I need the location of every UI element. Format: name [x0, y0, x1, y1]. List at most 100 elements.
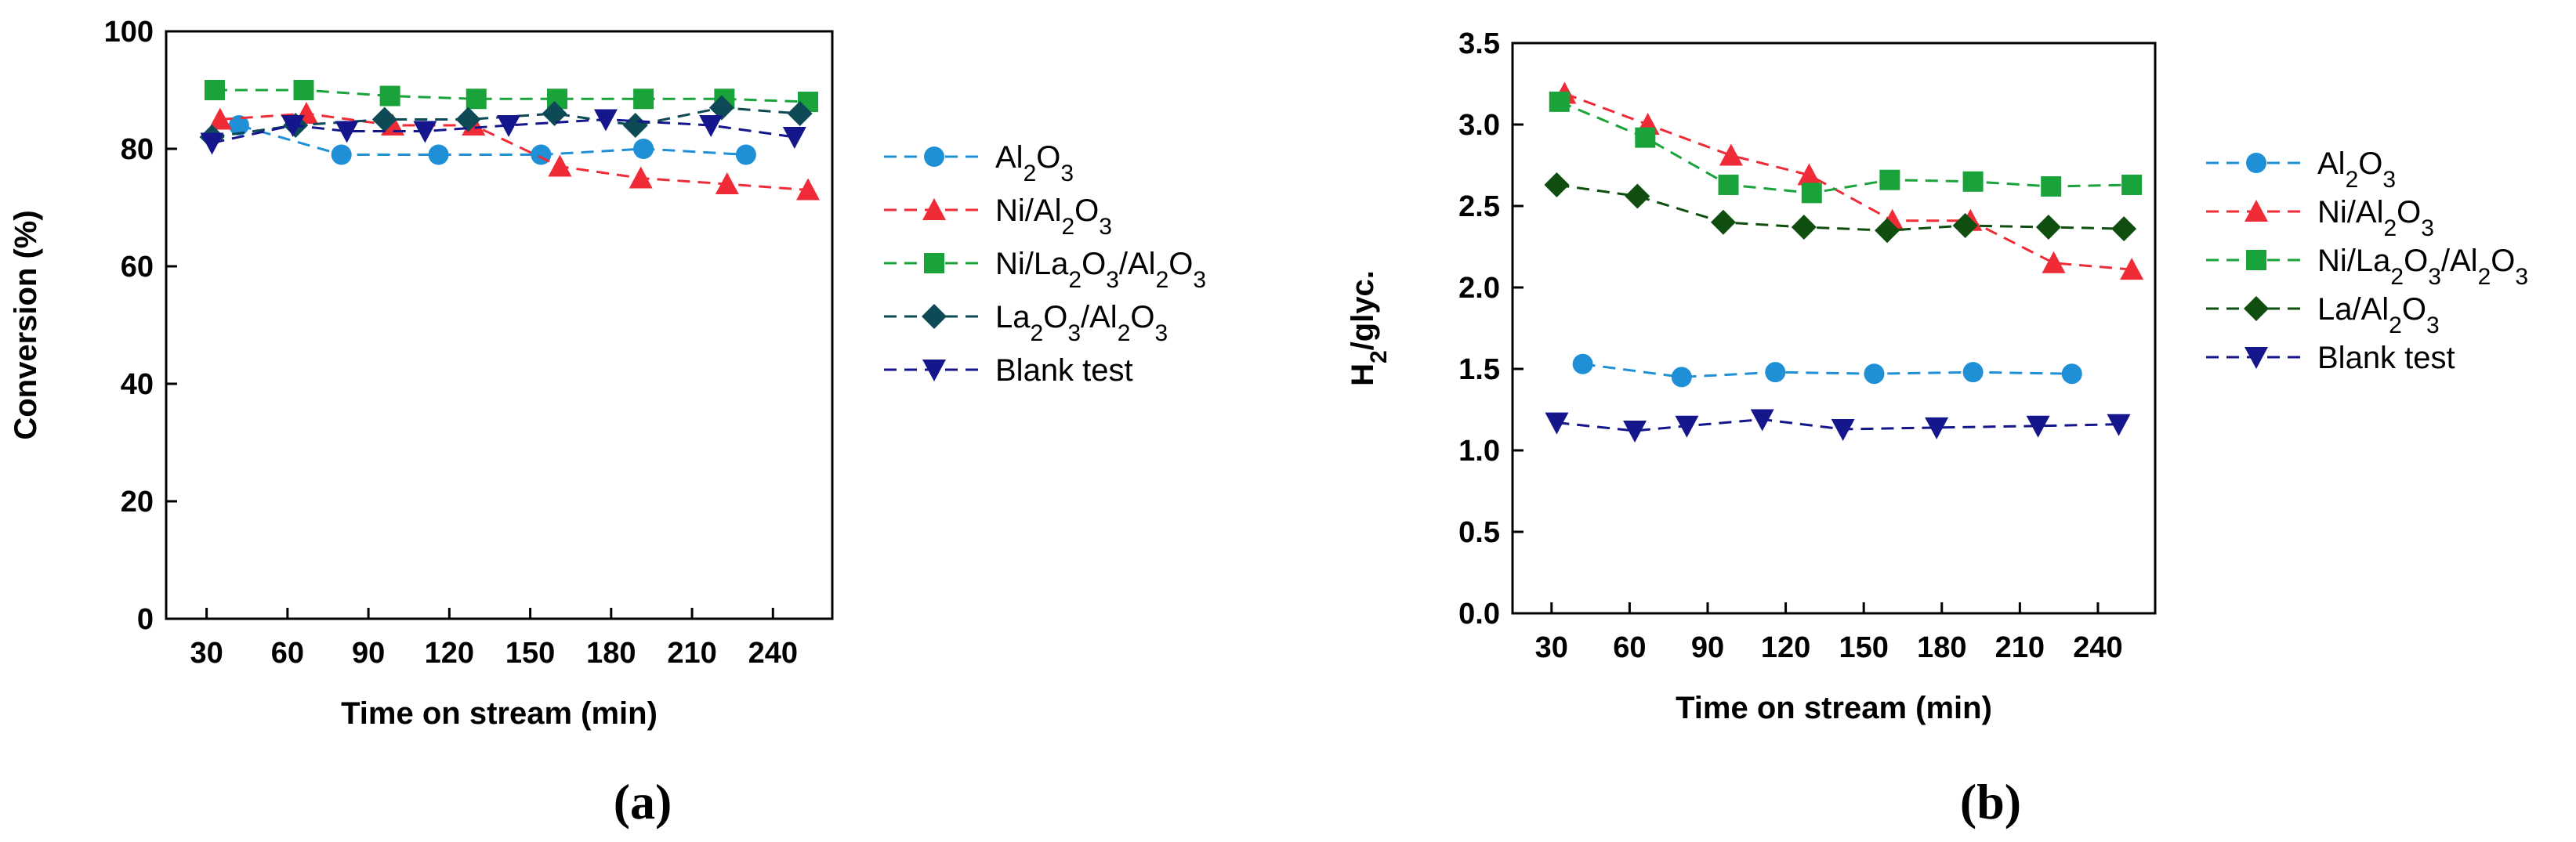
data-point: [1625, 183, 1650, 209]
y-tick-label: 20: [121, 486, 154, 519]
data-point: [2107, 414, 2131, 436]
series-ni-la2o3-al2o3: [204, 80, 819, 112]
y-tick-label: 3.0: [1458, 109, 1500, 142]
data-point: [622, 113, 648, 138]
series-line: [212, 117, 795, 144]
legend-label-part: /Al: [1119, 247, 1156, 281]
y-tick-label: 1.5: [1458, 353, 1500, 386]
y-tick-label: 0.0: [1458, 598, 1500, 631]
data-point: [1791, 215, 1817, 240]
legend-entry: Al2O3: [2206, 146, 2396, 193]
data-point: [379, 85, 400, 107]
series-line: [1563, 92, 2132, 271]
data-point: [1797, 163, 1821, 186]
legend-label-sub: 3: [1193, 267, 1206, 293]
data-point: [293, 80, 314, 100]
y-tick-label: 1.0: [1458, 435, 1500, 468]
series-line: [214, 89, 809, 103]
data-point: [1864, 363, 1885, 385]
legend-entry: Ni/Al2O3: [884, 193, 1112, 240]
legend-label: La/Al2O3: [2317, 292, 2440, 338]
data-point: [1635, 127, 1656, 148]
data-point: [633, 89, 654, 110]
legend-label-part: O: [2404, 244, 2428, 278]
legend-label-sub: 3: [1067, 320, 1081, 346]
legend-label-sub: 2: [1024, 161, 1037, 186]
data-point: [2026, 415, 2050, 438]
y-tick-label: 100: [104, 16, 154, 49]
data-point: [2120, 258, 2144, 280]
y-axis-title-sub: 2: [1366, 350, 1392, 363]
series-line: [238, 124, 746, 156]
data-point: [1962, 171, 1984, 192]
legend-label: La2O3/Al2O3: [995, 300, 1168, 346]
y-tick-label: 80: [121, 133, 154, 166]
legend-label-part: O: [1130, 300, 1154, 334]
panel-label: (b): [1960, 774, 2021, 829]
data-point: [1765, 362, 1786, 383]
legend-label-sub: 2: [2389, 313, 2402, 338]
series-la-al2o3: [1544, 172, 2137, 244]
data-point: [593, 109, 618, 132]
legend-label: Blank test: [2317, 341, 2455, 375]
x-tick-label: 30: [1535, 631, 1568, 664]
legend-label-sub: 2: [1156, 267, 1169, 293]
y-tick-label: 0: [137, 603, 154, 636]
data-point: [699, 115, 723, 137]
series-line: [1556, 417, 2119, 432]
data-point: [1549, 91, 1570, 112]
y-tick-label: 3.5: [1458, 27, 1500, 60]
legend-marker: [2244, 296, 2269, 321]
data-point: [204, 80, 225, 100]
data-point: [1925, 417, 1949, 439]
data-point: [1831, 418, 1855, 441]
data-point: [708, 95, 734, 121]
legend-label-part: Blank test: [995, 353, 1133, 388]
data-point: [335, 121, 359, 143]
data-point: [1545, 412, 1569, 435]
data-point: [2042, 251, 2066, 273]
legend-label-part: O: [1043, 300, 1067, 334]
legend-label-part: /Al: [1081, 300, 1118, 334]
series-line: [212, 106, 800, 139]
legend-label-part: Ni/La: [2317, 244, 2391, 278]
legend-label: Ni/Al2O3: [995, 193, 1112, 240]
legend-marker: [924, 253, 944, 273]
data-point: [633, 139, 654, 159]
legend-label: Al2O3: [995, 140, 1074, 186]
legend-label-sub: 3: [1155, 320, 1168, 346]
legend-label-part: /Al: [2441, 244, 2478, 278]
legend-label-part: Al: [2317, 146, 2346, 181]
x-tick-label: 90: [352, 637, 385, 670]
data-point: [466, 89, 487, 110]
x-tick-label: 150: [1839, 631, 1888, 664]
data-point: [2061, 363, 2082, 385]
y-axis-title-group: H2/glyc.: [1346, 270, 1392, 386]
legend-marker: [2244, 347, 2268, 369]
legend-label-sub: 3: [2421, 215, 2434, 241]
legend-marker: [2246, 153, 2266, 173]
legend-label-sub: 3: [2426, 313, 2440, 338]
series-line: [1559, 100, 2132, 194]
legend-label-sub: 2: [1031, 320, 1044, 346]
legend-label-sub: 2: [2383, 215, 2397, 241]
data-point: [735, 144, 756, 165]
data-point: [331, 144, 352, 165]
legend-entry: Blank test: [2206, 341, 2455, 375]
data-point: [1675, 415, 1699, 438]
y-axis-title-part: H: [1346, 363, 1380, 386]
data-point: [1623, 421, 1647, 443]
data-point: [548, 154, 572, 177]
data-point: [2121, 174, 2143, 195]
x-tick-label: 120: [425, 637, 474, 670]
x-tick-label: 90: [1691, 631, 1724, 664]
legend-entry: Ni/La2O3/Al2O3: [2206, 244, 2528, 290]
y-tick-label: 2.5: [1458, 190, 1500, 223]
legend-label-part: O: [2358, 146, 2382, 181]
legend-label-sub: 2: [1061, 214, 1074, 240]
legend-label-part: La/Al: [2317, 292, 2389, 327]
x-tick-label: 30: [190, 637, 223, 670]
data-point: [542, 101, 567, 126]
x-tick-label: 180: [1917, 631, 1966, 664]
